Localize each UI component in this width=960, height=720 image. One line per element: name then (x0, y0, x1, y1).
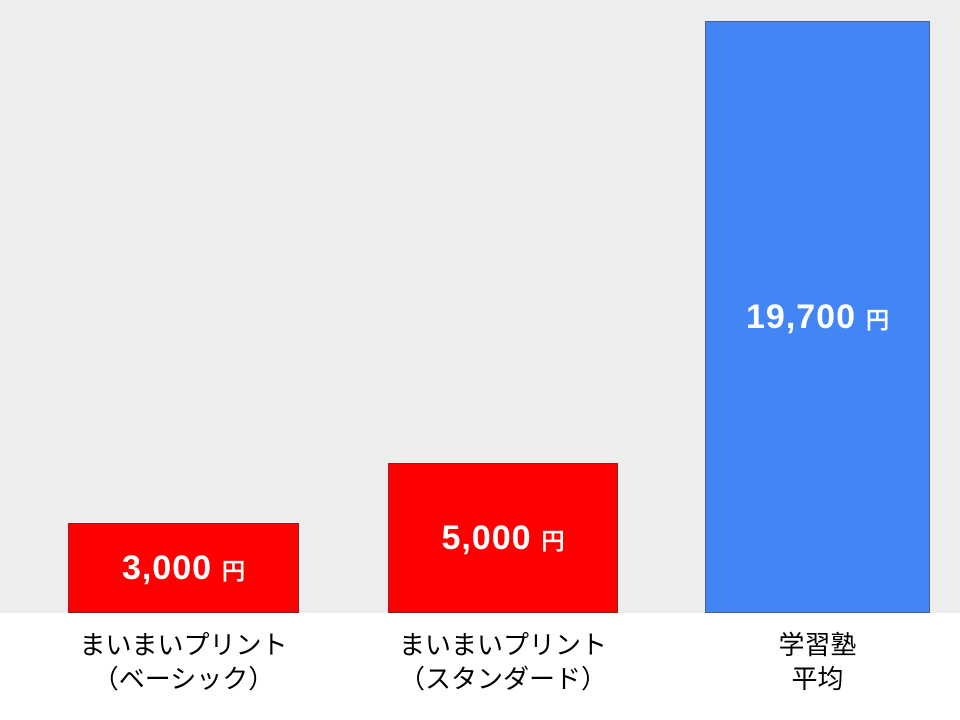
category-label-line2: 平均 (791, 664, 844, 694)
bar-value-unit: 円 (866, 307, 889, 333)
bar-value-number: 5,000 (441, 519, 532, 557)
bar-value-unit: 円 (222, 558, 246, 584)
plot-area: 3,000 円 5,000 円 19,700 円 (0, 0, 960, 613)
bar-value-unit: 円 (541, 528, 565, 554)
category-label-maimai-basic: まいまいプリント （ベーシック） (23, 628, 344, 696)
bar-value-label: 5,000 円 (441, 521, 564, 555)
category-label-line1: まいまいプリント (79, 630, 288, 660)
bar-maimai-basic: 3,000 円 (68, 523, 299, 613)
bar-value-number: 3,000 (121, 549, 213, 587)
bar-juku-average: 19,700 円 (705, 21, 930, 613)
bar-value-label: 19,700 円 (746, 300, 889, 334)
bar-value-label: 3,000 円 (122, 551, 245, 585)
category-label-line2: （スタンダード） (398, 664, 607, 694)
category-label-line1: 学習塾 (778, 630, 857, 660)
bar-maimai-standard: 5,000 円 (388, 463, 618, 613)
category-label-line1: まいまいプリント (398, 630, 607, 660)
bar-value-number: 19,700 (746, 298, 856, 336)
category-label-juku-average: 学習塾 平均 (660, 628, 960, 696)
category-label-line2: （ベーシック） (92, 664, 275, 694)
category-label-maimai-standard: まいまいプリント （スタンダード） (343, 628, 663, 696)
category-labels-row: まいまいプリント （ベーシック） まいまいプリント （スタンダード） 学習塾 平… (0, 613, 960, 720)
